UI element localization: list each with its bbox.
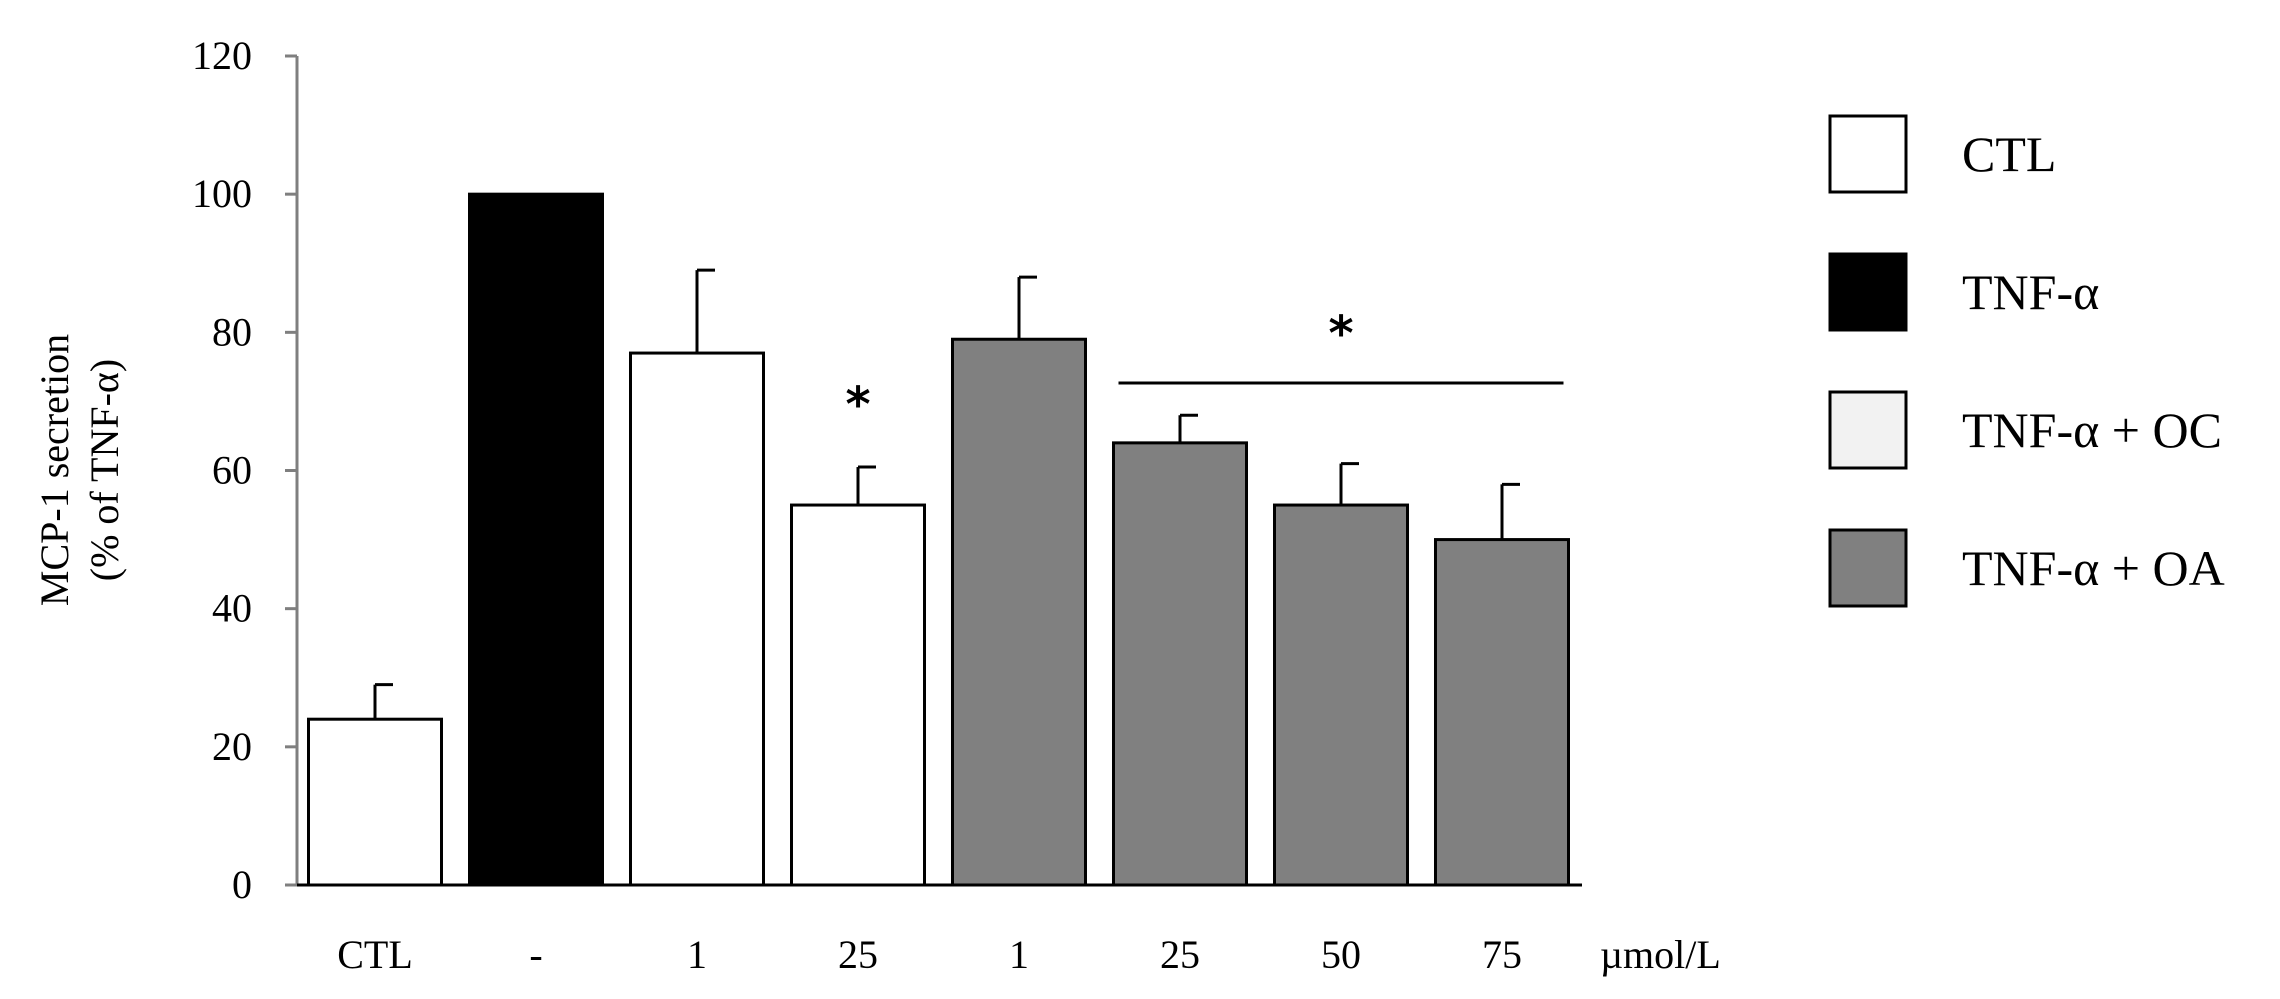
bar	[307, 717, 443, 887]
legend-item: TNF-α + OA	[1828, 528, 2225, 608]
x-tick-label: 25	[1160, 932, 1200, 977]
y-tick-label: 120	[192, 33, 252, 78]
x-tick-label: 25	[838, 932, 878, 977]
legend: CTL TNF-α TNF-α + OC TNF-α + OA	[1828, 114, 2225, 608]
y-tick-label: 100	[192, 171, 252, 216]
y-axis-label: MCP-1 secretion (% of TNF-α)	[32, 334, 127, 606]
legend-item: TNF-α	[1828, 252, 2099, 332]
y-tick-label: 40	[212, 586, 252, 631]
y-tick-label: 60	[212, 448, 252, 493]
bar	[1434, 538, 1570, 887]
y-axis-label-line: MCP-1 secretion	[32, 334, 77, 606]
x-tick-label: -	[529, 932, 542, 977]
significance-star: *	[1328, 306, 1353, 362]
legend-label: TNF-α	[1962, 264, 2099, 320]
legend-swatch	[1828, 528, 1908, 608]
legend-label: TNF-α + OC	[1962, 402, 2222, 458]
y-axis-label-line: (% of TNF-α)	[82, 359, 127, 581]
legend-item: TNF-α + OC	[1828, 390, 2222, 470]
x-tick-label: 1	[1009, 932, 1029, 977]
legend-swatch	[1828, 390, 1908, 470]
y-tick-label: 0	[232, 862, 252, 907]
bar	[790, 503, 926, 887]
bar	[468, 192, 604, 887]
bar	[1273, 503, 1409, 887]
y-tick-label: 20	[212, 724, 252, 769]
x-tick-label: 1	[687, 932, 707, 977]
x-unit-label: µmol/L	[1600, 932, 1721, 977]
legend-label: TNF-α + OA	[1962, 540, 2225, 596]
significance-star: *	[845, 377, 870, 433]
legend-swatch	[1828, 252, 1908, 332]
legend-swatch	[1828, 114, 1908, 194]
x-tick-label: CTL	[337, 932, 413, 977]
annotations: **	[845, 306, 1564, 433]
bar	[629, 351, 765, 887]
legend-item: CTL	[1828, 114, 2056, 194]
y-tick-label: 80	[212, 309, 252, 354]
axes: 0 20 40 60 80 100 120 CTL - 1 25 1 25 50 75 µmol/L	[192, 33, 1721, 977]
legend-label: CTL	[1962, 126, 2056, 182]
x-tick-label: 50	[1321, 932, 1361, 977]
bar	[951, 337, 1087, 887]
bars	[307, 192, 1570, 887]
x-tick-label: 75	[1482, 932, 1522, 977]
bar	[1112, 441, 1248, 887]
